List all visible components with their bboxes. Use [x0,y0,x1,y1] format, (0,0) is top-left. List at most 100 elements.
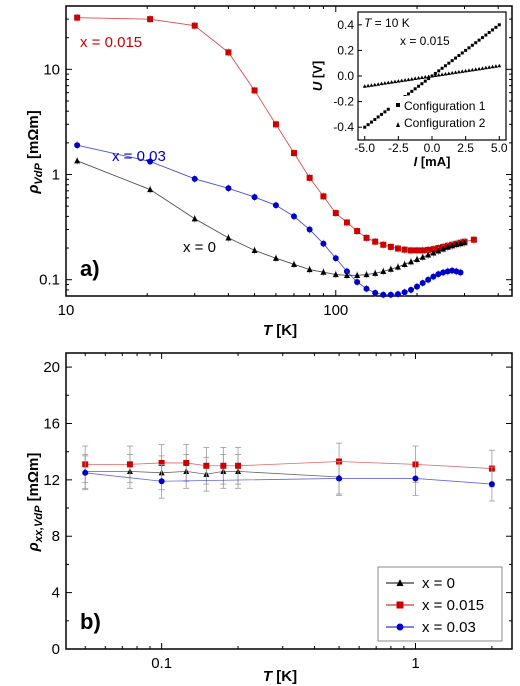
inset-point-config2 [379,81,384,86]
data-point [430,249,437,256]
data-point [413,256,420,263]
data-point [147,158,154,165]
series-line [85,461,492,469]
data-point [225,49,232,56]
inset-point-config1 [491,28,495,32]
inset-y-tick-label: -0.2 [333,95,354,109]
series-line [77,160,465,276]
legend-label: x = 0 [422,575,455,592]
data-point [387,291,394,298]
data-point [290,150,297,157]
inset-point-config2 [460,69,465,73]
inset-x-axis-label: I [mA] [414,154,451,169]
inset-point-config2 [416,76,421,80]
data-point [380,268,387,274]
data-point [158,478,165,485]
inset-point-config2 [362,84,367,88]
data-point [419,253,426,260]
inset-point-config1 [440,66,444,70]
inset-x-tick-label: -2.5 [388,141,409,155]
data-point [425,246,432,253]
inset-point-config1 [460,51,464,55]
inset-point-config2 [426,74,431,79]
inset-point-config1 [410,89,414,93]
inset-point-config2 [473,67,478,71]
data-point [387,243,394,250]
data-point [394,291,401,298]
data-point [147,186,154,193]
inset-point-config2 [433,73,438,77]
legend-marker [396,579,404,587]
data-point [412,475,419,482]
data-point [290,261,297,267]
panel-b-x-tick-label: 0.1 [151,655,172,672]
panel-b-y-tick-label: 12 [43,472,60,489]
data-point [272,254,279,261]
data-point [251,87,258,94]
inset-composition-label: x = 0.015 [400,34,450,48]
inset-point-config2 [453,70,458,74]
data-point [430,273,437,280]
panel-b-legend: x = 0 x = 0.015 x = 0.03 [377,566,503,642]
inset-point-config2 [376,82,381,86]
inset-y-tick-label: 0.0 [337,69,354,83]
inset-point-config2 [366,83,371,88]
panel-a-x-tick-label: 100 [323,302,348,319]
data-point [401,289,408,296]
inset-point-config1 [406,92,410,96]
inset-point-config1 [437,69,441,73]
data-point [419,280,426,287]
data-point [435,271,442,278]
inset-point-config1 [480,36,484,40]
inset-point-config1 [467,46,471,50]
series-line [77,144,461,296]
legend-label: x = 0.015 [422,597,484,614]
data-point [354,272,361,278]
inset-point-config2 [440,72,445,76]
inset-point-config2 [396,79,401,83]
inset-point-config2 [450,70,455,75]
data-point [387,265,394,272]
data-point [290,213,297,220]
inset-point-config2 [413,76,418,81]
inset-point-config2 [406,77,411,82]
data-point [407,247,414,254]
inset-point-config2 [480,66,485,70]
legend-marker [396,601,404,609]
inset-legend-bg [390,96,504,136]
inset-point-config1 [383,110,387,114]
legend-marker [396,623,404,631]
data-point [435,247,442,254]
inset-point-config1 [484,33,488,37]
panel-a-y-tick-label: 10 [43,61,60,78]
data-point [488,481,495,488]
data-point [183,459,190,466]
inset-point-config2 [463,68,468,73]
data-point [425,276,432,283]
inset-point-config1 [420,82,424,86]
panel-a-y-tick-label: 1 [52,167,60,184]
data-point [74,142,81,149]
inset-point-config2 [389,80,394,84]
panel-b-y-tick-label: 8 [52,528,60,545]
inset-legend-marker-config2 [396,122,400,127]
data-point [394,263,401,270]
inset-point-config1 [457,54,461,58]
inset-point-config1 [417,84,421,88]
inset-point-config1 [487,30,491,34]
data-point [440,269,447,276]
data-point [380,241,387,248]
panel-b-y-tick-label: 0 [52,641,60,658]
data-point [372,269,379,276]
data-point [336,475,343,482]
data-point [251,194,258,201]
inset-point-config2 [372,82,377,87]
data-point [343,272,350,278]
inset-point-config1 [470,43,474,47]
panel-b: 0.1 1 0 4 8 12 16 20 b) T [K] ρxx,VdP [mΩm] x =… [25,352,513,685]
data-point [203,462,210,469]
data-point [82,469,89,476]
panel-b-x-axis-label: T [K] [263,668,297,685]
